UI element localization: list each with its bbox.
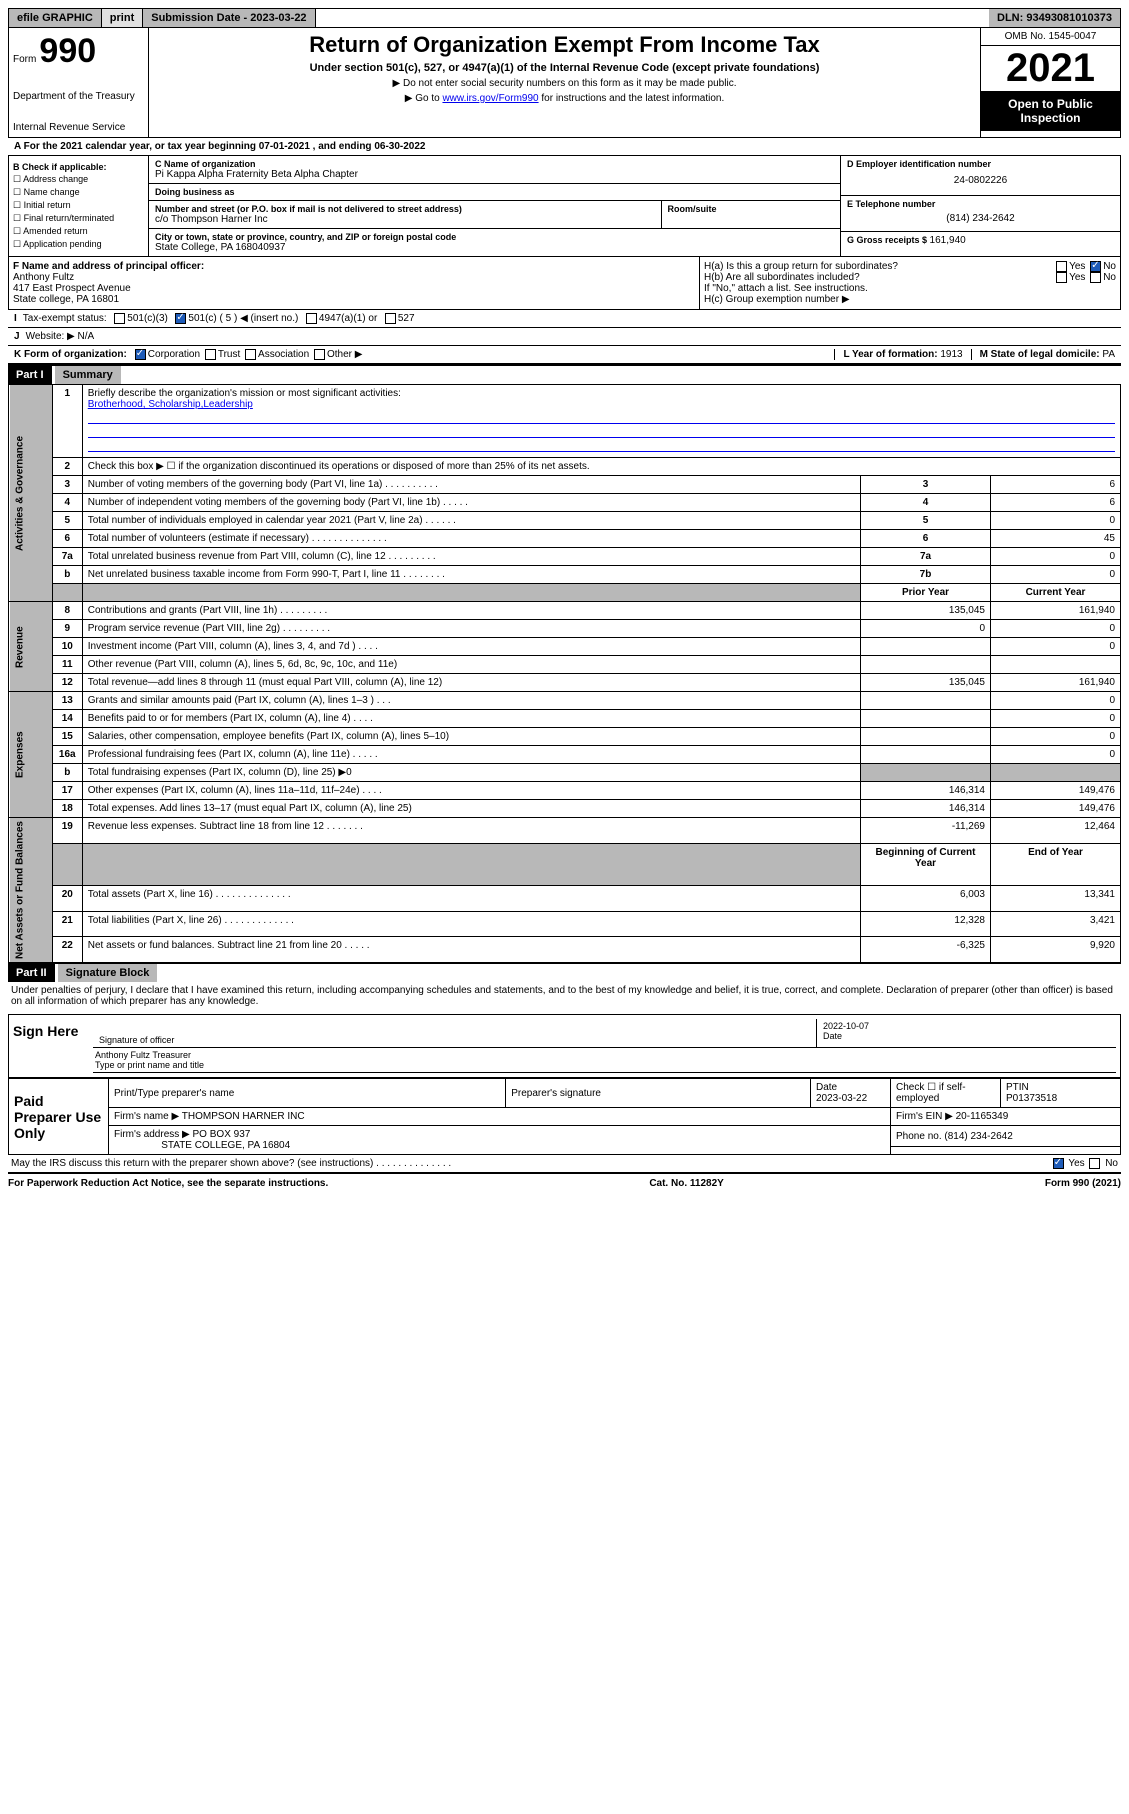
g-val: 161,940 bbox=[930, 235, 966, 246]
footer: For Paperwork Reduction Act Notice, see … bbox=[8, 1174, 1121, 1193]
open-public: Open to Public Inspection bbox=[981, 91, 1120, 131]
b-item[interactable]: ☐ Final return/terminated bbox=[13, 213, 144, 224]
addr-label: Number and street (or P.O. box if mail i… bbox=[155, 204, 655, 214]
row-k-l-m: K Form of organization: Corporation Trus… bbox=[8, 346, 1121, 365]
part2-title: Signature Block bbox=[58, 964, 158, 982]
print-button[interactable]: print bbox=[102, 9, 143, 27]
department: Department of the Treasury bbox=[13, 91, 144, 102]
d-label: D Employer identification number bbox=[847, 159, 1114, 169]
addr: c/o Thompson Harner Inc bbox=[155, 214, 655, 225]
paid-preparer-label: Paid Preparer Use Only bbox=[9, 1079, 109, 1155]
hb-label: H(b) Are all subordinates included? bbox=[704, 272, 860, 283]
c-name: Pi Kappa Alpha Fraternity Beta Alpha Cha… bbox=[155, 169, 834, 180]
hb-answer: Yes No bbox=[1054, 272, 1116, 283]
main-title: Return of Organization Exempt From Incom… bbox=[153, 32, 976, 58]
penalty-text: Under penalties of perjury, I declare th… bbox=[8, 982, 1121, 1010]
sig-date-label: Date bbox=[823, 1031, 842, 1041]
irs: Internal Revenue Service bbox=[13, 122, 144, 133]
sig-name: Anthony Fultz Treasurer bbox=[95, 1050, 1114, 1060]
b-label: B Check if applicable: bbox=[13, 162, 144, 172]
top-bar: efile GRAPHIC print Submission Date - 20… bbox=[8, 8, 1121, 28]
city-label: City or town, state or province, country… bbox=[155, 232, 834, 242]
form-number: 990 bbox=[39, 32, 96, 70]
sig-date: 2022-10-07 bbox=[823, 1021, 1110, 1031]
line2: Check this box ▶ ☐ if the organization d… bbox=[82, 458, 1120, 476]
summary-table: Activities & Governance 1 Briefly descri… bbox=[8, 384, 1121, 963]
part2-header: Part II bbox=[8, 964, 55, 982]
submission-date: Submission Date - 2023-03-22 bbox=[143, 9, 315, 27]
sign-here-block: Sign Here Signature of officer 2022-10-0… bbox=[8, 1014, 1121, 1078]
instruction-1: ▶ Do not enter social security numbers o… bbox=[153, 78, 976, 89]
c-name-label: C Name of organization bbox=[155, 159, 834, 169]
b-item[interactable]: ☐ Application pending bbox=[13, 239, 144, 250]
f-addr1: 417 East Prospect Avenue bbox=[13, 283, 695, 294]
sign-here-label: Sign Here bbox=[9, 1015, 89, 1077]
dba-label: Doing business as bbox=[155, 187, 834, 197]
part1-title: Summary bbox=[55, 366, 121, 384]
preparer-table: Paid Preparer Use Only Print/Type prepar… bbox=[8, 1078, 1121, 1155]
omb-number: OMB No. 1545-0047 bbox=[981, 28, 1120, 46]
form-ref: Form 990 (2021) bbox=[1045, 1178, 1121, 1189]
dln: DLN: 93493081010373 bbox=[989, 9, 1120, 27]
e-label: E Telephone number bbox=[847, 199, 1114, 209]
side-expenses: Expenses bbox=[9, 692, 53, 818]
efile-label: efile GRAPHIC bbox=[9, 9, 102, 27]
b-item[interactable]: ☐ Amended return bbox=[13, 226, 144, 237]
e-val: (814) 234-2642 bbox=[847, 209, 1114, 228]
line1-label: Briefly describe the organization's miss… bbox=[88, 388, 1115, 399]
b-item[interactable]: ☐ Name change bbox=[13, 187, 144, 198]
form-header: Form 990 Department of the Treasury Inte… bbox=[8, 28, 1121, 138]
g-label: G Gross receipts $ bbox=[847, 235, 930, 245]
section-f-h: F Name and address of principal officer:… bbox=[8, 257, 1121, 310]
f-addr2: State college, PA 16801 bbox=[13, 294, 695, 305]
b-item[interactable]: ☐ Initial return bbox=[13, 200, 144, 211]
may-irs-row: May the IRS discuss this return with the… bbox=[8, 1155, 1121, 1174]
subtitle: Under section 501(c), 527, or 4947(a)(1)… bbox=[153, 62, 976, 74]
city: State College, PA 168040937 bbox=[155, 242, 834, 253]
d-val: 24-0802226 bbox=[847, 169, 1114, 192]
instruction-2: ▶ Go to www.irs.gov/Form990 for instruct… bbox=[153, 93, 976, 104]
hc-label: H(c) Group exemption number ▶ bbox=[704, 294, 1116, 305]
sig-officer-label: Signature of officer bbox=[99, 1035, 174, 1045]
f-label: F Name and address of principal officer: bbox=[13, 261, 695, 272]
form-label: Form bbox=[13, 54, 36, 65]
part2-header-row: Part II Signature Block bbox=[8, 963, 1121, 982]
f-name: Anthony Fultz bbox=[13, 272, 695, 283]
side-governance: Activities & Governance bbox=[9, 385, 53, 602]
h-note: If "No," attach a list. See instructions… bbox=[704, 283, 1116, 294]
part1-header: Part I bbox=[8, 366, 52, 384]
cat-no: Cat. No. 11282Y bbox=[649, 1178, 723, 1189]
line1-val: Brotherhood, Scholarship,Leadership bbox=[88, 399, 1115, 410]
form990-link[interactable]: www.irs.gov/Form990 bbox=[442, 93, 538, 104]
sig-name-label: Type or print name and title bbox=[95, 1060, 204, 1070]
room-label: Room/suite bbox=[668, 204, 835, 214]
section-a: B Check if applicable: ☐ Address change … bbox=[8, 156, 1121, 257]
tax-year-line: A For the 2021 calendar year, or tax yea… bbox=[8, 138, 1121, 156]
row-i: I Tax-exempt status: 501(c)(3) 501(c) ( … bbox=[8, 310, 1121, 328]
b-item[interactable]: ☐ Address change bbox=[13, 174, 144, 185]
ha-answer: Yes No bbox=[1054, 261, 1116, 272]
part1-header-row: Part I Summary bbox=[8, 365, 1121, 384]
side-revenue: Revenue bbox=[9, 602, 53, 692]
row-j: J Website: ▶ N/A bbox=[8, 328, 1121, 346]
side-net: Net Assets or Fund Balances bbox=[9, 818, 53, 963]
ha-label: H(a) Is this a group return for subordin… bbox=[704, 261, 898, 272]
paperwork-notice: For Paperwork Reduction Act Notice, see … bbox=[8, 1178, 328, 1189]
tax-year: 2021 bbox=[981, 46, 1120, 91]
